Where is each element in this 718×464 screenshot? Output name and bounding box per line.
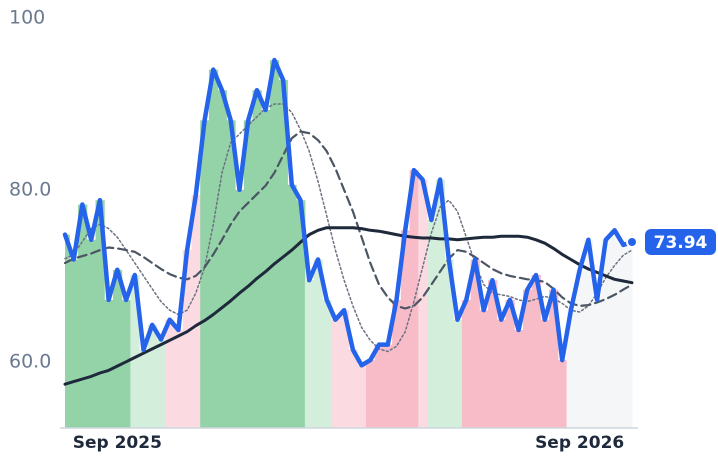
regime-bar <box>95 200 105 428</box>
regime-bar <box>479 310 489 428</box>
regime-bar <box>575 269 585 428</box>
regime-bar <box>78 204 88 428</box>
regime-bar <box>313 259 323 428</box>
regime-bar <box>191 195 201 428</box>
regime-bar <box>357 365 367 428</box>
regime-bar <box>139 349 149 428</box>
regime-bar <box>243 120 254 428</box>
regime-bar <box>147 324 158 428</box>
regime-bar <box>627 241 633 428</box>
regime-bar <box>296 200 306 428</box>
regime-bar <box>365 360 376 428</box>
regime-bar <box>470 259 480 428</box>
y-tick-label: 80.0 <box>9 178 51 200</box>
regime-bar <box>69 259 79 428</box>
series-line <box>63 226 634 386</box>
regime-bar <box>496 319 507 428</box>
regime-bar <box>435 179 445 428</box>
regime-bar <box>217 90 227 428</box>
regime-bar <box>488 280 498 428</box>
series-line <box>62 57 635 368</box>
regime-bar <box>453 319 463 428</box>
regime-bar <box>130 275 140 428</box>
regime-bar <box>383 344 393 428</box>
regime-bar <box>505 299 515 428</box>
regime-bar <box>427 219 437 428</box>
regime-bar <box>348 349 358 428</box>
regime-bar <box>557 360 568 428</box>
y-tick-label: 100 <box>9 7 45 29</box>
regime-bar <box>304 280 315 428</box>
regime-bar <box>261 109 271 429</box>
regime-bar <box>601 239 611 428</box>
x-tick-label: Sep 2025 <box>73 433 162 453</box>
regime-bar <box>182 250 192 428</box>
regime-bar <box>65 234 70 428</box>
regime-bar <box>418 179 428 428</box>
regime-bar <box>287 184 297 428</box>
regime-bar <box>549 289 559 428</box>
regime-bar <box>531 275 541 428</box>
regime-bar <box>584 239 594 428</box>
y-tick-label: 60.0 <box>9 350 51 372</box>
regime-bar <box>522 289 533 428</box>
last-point <box>626 235 638 248</box>
regime-bar <box>566 310 576 428</box>
regime-bar <box>165 319 175 428</box>
regime-bar <box>618 244 629 428</box>
regime-bar <box>461 299 472 428</box>
regime-bar <box>112 269 123 428</box>
regime-bar <box>200 120 210 428</box>
regime-bar <box>610 230 620 428</box>
regime-bar <box>235 189 245 428</box>
regime-bar <box>174 330 184 428</box>
series-line <box>63 130 634 310</box>
regime-bar <box>208 69 219 428</box>
regime-bar <box>322 299 332 428</box>
regime-bar <box>392 299 402 428</box>
value-badge-label: 73.94 <box>654 233 708 253</box>
regime-bar <box>156 339 166 428</box>
regime-bar <box>514 330 524 428</box>
regime-bar <box>269 60 280 428</box>
regime-bar <box>339 310 349 428</box>
regime-bar <box>121 299 131 428</box>
regime-bar <box>278 79 288 429</box>
value-badge <box>645 228 716 255</box>
series-line <box>64 103 633 353</box>
regime-bar <box>444 259 454 428</box>
regime-bar <box>104 299 114 428</box>
regime-bar <box>540 319 550 428</box>
regime-bar <box>252 90 262 428</box>
x-tick-label: Sep 2026 <box>535 433 624 453</box>
regime-bar <box>86 239 97 428</box>
regime-bar <box>374 344 384 428</box>
regime-bar <box>226 120 236 428</box>
regime-bar <box>331 319 341 428</box>
regime-bar <box>592 299 602 428</box>
